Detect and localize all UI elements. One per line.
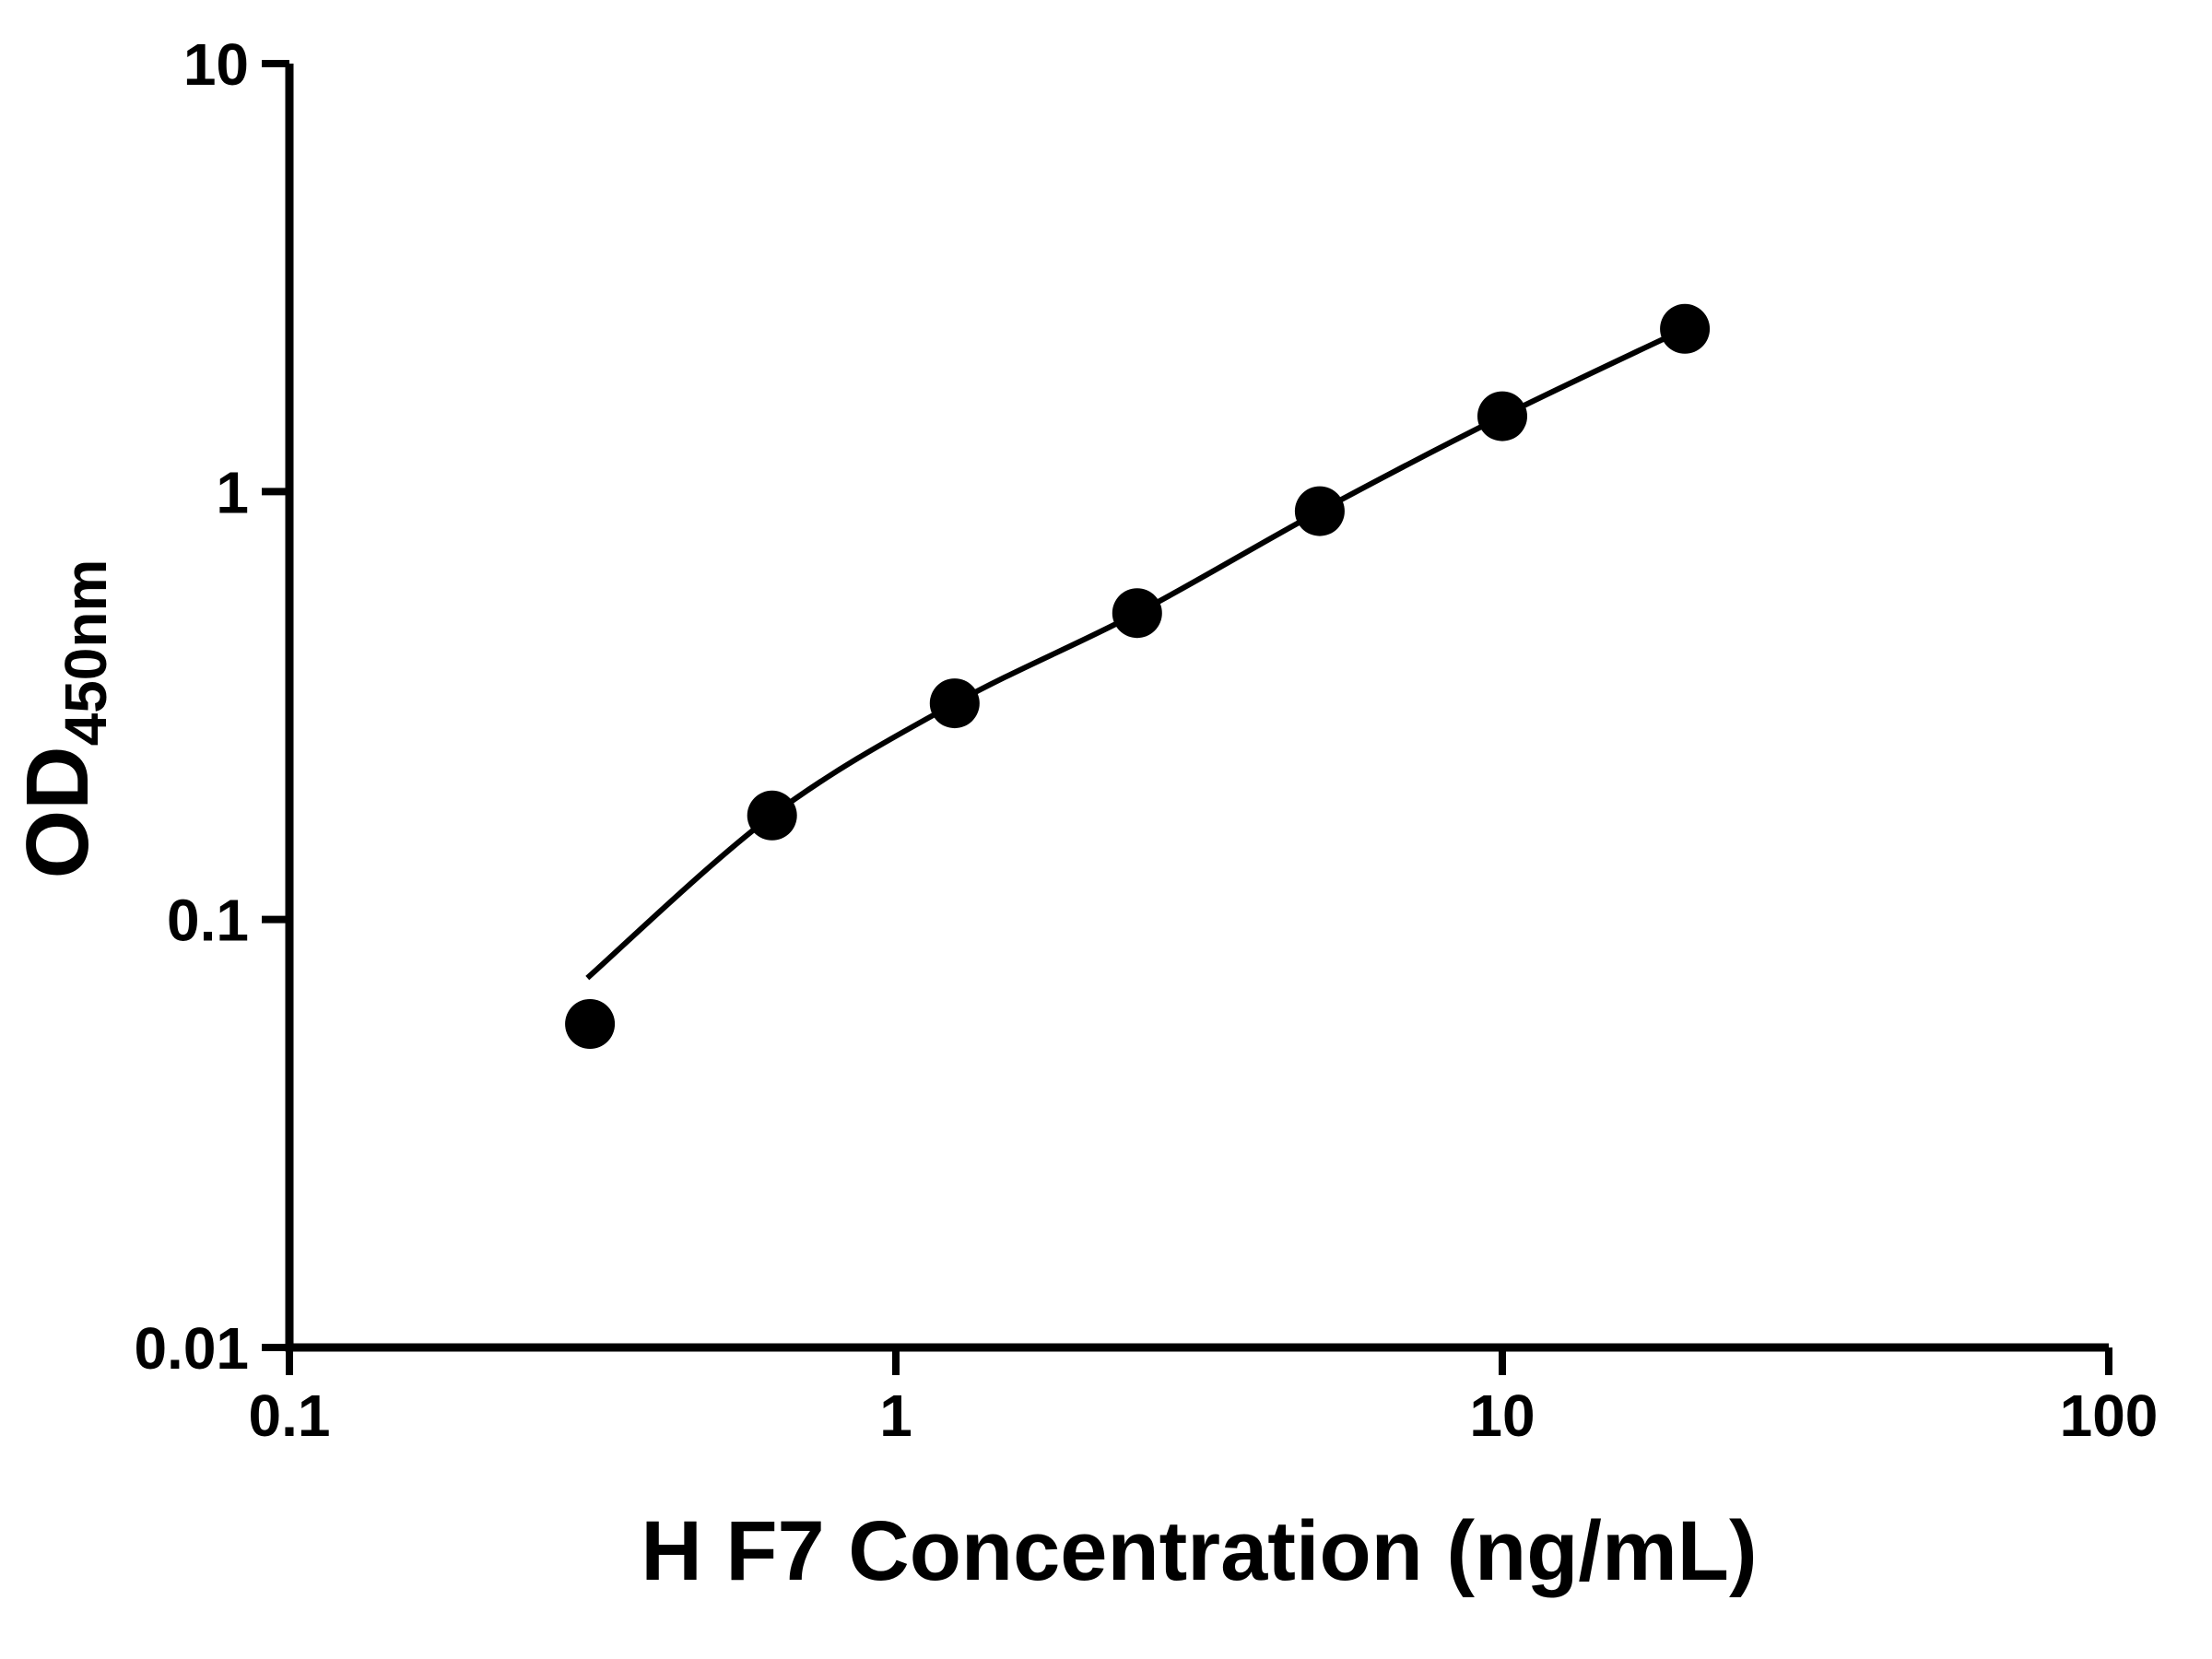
y-tick-label: 1 (216, 459, 249, 525)
data-point (565, 999, 616, 1049)
data-point (1112, 588, 1162, 639)
y-tick-label: 0.1 (167, 888, 249, 954)
x-tick-label: 100 (2060, 1382, 2159, 1449)
x-tick-label: 1 (879, 1382, 912, 1449)
data-point (1660, 303, 1711, 354)
data-point (747, 790, 797, 841)
x-tick-label: 10 (1469, 1382, 1535, 1449)
x-axis-title: H F7 Concentration (ng/mL) (641, 1504, 1757, 1598)
data-point (1477, 391, 1527, 441)
data-point (1294, 486, 1345, 536)
y-axis-title-subscript: 450nm (53, 559, 119, 747)
y-axis-title: OD450nm (8, 559, 119, 879)
axis-lines (285, 64, 2109, 1352)
y-tick-label: 0.01 (134, 1315, 249, 1382)
data-point (929, 678, 980, 729)
y-axis-title-main: OD (8, 746, 107, 878)
x-tick-label: 0.1 (249, 1382, 331, 1449)
y-tick-label: 10 (183, 31, 249, 98)
